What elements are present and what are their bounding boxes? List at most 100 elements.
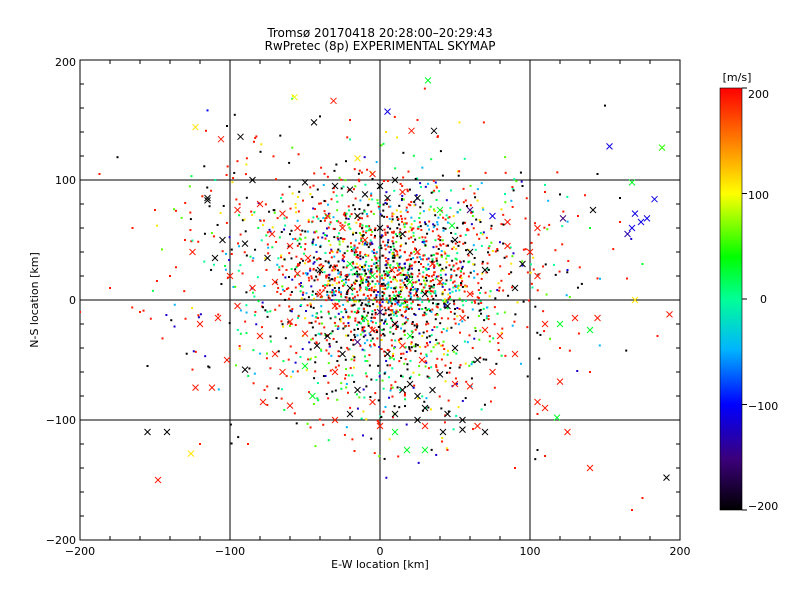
data-point-dot xyxy=(419,258,422,261)
data-point-dot xyxy=(203,260,206,263)
data-point-dot xyxy=(448,371,451,374)
data-point-dot xyxy=(236,160,239,163)
data-point-dot xyxy=(391,212,394,215)
data-point-cross xyxy=(237,133,244,141)
data-point-dot xyxy=(306,272,309,275)
data-point-dot xyxy=(324,214,327,217)
data-point-dot xyxy=(366,288,369,291)
data-point-dot xyxy=(399,249,402,252)
data-point-dot xyxy=(502,289,505,292)
data-point-dot xyxy=(345,266,348,269)
data-point-dot xyxy=(266,243,269,246)
data-point-dot xyxy=(440,317,443,320)
y-tick-label-5: 200 xyxy=(55,56,76,69)
data-point-dot xyxy=(407,274,410,277)
data-point-dot xyxy=(460,267,463,270)
data-point-dot xyxy=(459,260,462,263)
data-point-dot xyxy=(328,266,331,269)
data-point-cross xyxy=(436,371,444,378)
data-point-dot xyxy=(342,327,345,330)
data-point-dot xyxy=(425,273,428,276)
data-point-dot xyxy=(336,235,339,238)
data-point-dot xyxy=(415,194,418,197)
data-point-dot xyxy=(356,270,359,273)
data-point-dot xyxy=(281,200,284,203)
data-point-dot xyxy=(279,134,282,137)
data-point-dot xyxy=(405,209,408,212)
data-point-dot xyxy=(444,218,447,221)
data-point-dot xyxy=(239,309,242,312)
data-point-dot xyxy=(361,234,364,237)
data-point-dot xyxy=(395,266,398,269)
data-point-dot xyxy=(373,248,376,251)
data-point-dot xyxy=(289,207,292,210)
data-point-dot xyxy=(386,364,389,367)
data-point-dot xyxy=(405,222,408,225)
data-point-dot xyxy=(461,265,464,268)
data-point-cross xyxy=(451,236,459,244)
data-point-dot xyxy=(341,254,344,257)
data-point-dot xyxy=(377,267,380,270)
data-point-dot xyxy=(282,288,285,291)
data-point-dot xyxy=(345,217,348,220)
data-point-dot xyxy=(429,205,432,208)
data-point-dot xyxy=(343,433,346,436)
data-point-dot xyxy=(250,210,253,213)
data-point-cross xyxy=(439,428,447,436)
data-point-dot xyxy=(411,267,414,270)
data-point-cross xyxy=(259,398,267,406)
data-point-dot xyxy=(338,240,341,243)
data-point-dot xyxy=(375,265,378,268)
data-point-dot xyxy=(426,224,429,227)
data-point-dot xyxy=(291,308,294,311)
data-point-dot xyxy=(382,282,385,285)
data-point-dot xyxy=(321,322,324,325)
data-point-dot xyxy=(324,375,327,378)
data-point-dot xyxy=(230,248,233,251)
data-point-dot xyxy=(359,279,362,282)
data-point-cross xyxy=(241,240,249,247)
data-point-cross xyxy=(414,194,421,202)
data-point-dot xyxy=(290,257,293,260)
data-point-dot xyxy=(566,220,569,223)
data-point-dot xyxy=(447,216,450,219)
data-point-dot xyxy=(476,199,479,202)
data-point-dot xyxy=(225,221,228,224)
data-point-cross xyxy=(211,254,219,262)
data-point-dot xyxy=(390,356,393,359)
data-point-dot xyxy=(482,208,485,211)
data-point-dot xyxy=(439,273,442,276)
data-point-dot xyxy=(409,226,412,229)
data-point-dot xyxy=(305,310,308,313)
data-point-dot xyxy=(350,250,353,253)
data-point-dot xyxy=(394,312,397,315)
data-point-dot xyxy=(116,156,119,159)
data-point-cross xyxy=(346,410,354,418)
data-point-dot xyxy=(207,365,210,368)
data-point-dot xyxy=(408,291,411,294)
data-point-dot xyxy=(318,273,321,276)
data-point-dot xyxy=(552,263,555,266)
data-point-dot xyxy=(317,236,320,239)
data-point-dot xyxy=(445,300,448,303)
data-point-dot xyxy=(454,322,457,325)
data-point-dot xyxy=(421,314,424,317)
data-point-dot xyxy=(504,201,507,204)
data-point-dot xyxy=(548,337,551,340)
data-point-dot xyxy=(392,278,395,281)
data-point-cross xyxy=(406,380,414,388)
data-point-dot xyxy=(389,326,392,329)
data-point-dot xyxy=(360,277,363,280)
data-point-dot xyxy=(480,244,483,247)
data-point-dot xyxy=(454,307,457,310)
data-point-dot xyxy=(388,276,391,279)
data-point-dot xyxy=(406,279,409,282)
data-point-dot xyxy=(399,215,402,218)
data-point-dot xyxy=(259,219,262,222)
data-point-dot xyxy=(297,315,300,318)
data-point-dot xyxy=(410,251,413,254)
data-point-dot xyxy=(206,186,209,189)
data-point-dot xyxy=(401,279,404,282)
data-point-dot xyxy=(390,317,393,320)
data-point-dot xyxy=(365,385,368,388)
